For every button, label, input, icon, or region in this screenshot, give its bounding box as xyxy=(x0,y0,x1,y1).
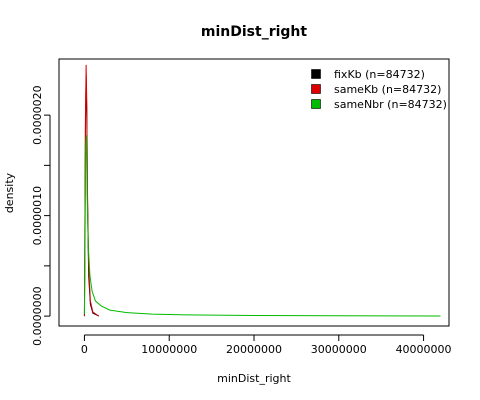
x-tick-label: 30000000 xyxy=(311,343,367,356)
x-axis-label: minDist_right xyxy=(217,372,291,385)
legend-swatch xyxy=(311,99,321,109)
y-tick-label: 0.0000000 xyxy=(31,286,44,346)
x-tick-label: 0 xyxy=(81,343,88,356)
y-axis: 0.0000000 0.0000010 0.0000020 xyxy=(31,85,51,346)
y-tick-label: 0.0000010 xyxy=(31,186,44,246)
x-tick-label: 10000000 xyxy=(141,343,197,356)
series-layer xyxy=(83,64,441,317)
plot-frame xyxy=(58,58,450,327)
legend-label: sameKb (n=84732) xyxy=(334,83,441,96)
y-tick-label: 0.0000020 xyxy=(31,85,44,145)
x-tick-label: 20000000 xyxy=(226,343,282,356)
legend-swatch xyxy=(311,84,321,94)
legend-label: fixKb (n=84732) xyxy=(334,68,425,81)
legend-swatch xyxy=(311,69,321,79)
legend: fixKb (n=84732) sameKb (n=84732) sameNbr (… xyxy=(311,68,447,111)
y-axis-label: density xyxy=(3,172,16,213)
x-tick-label: 40000000 xyxy=(396,343,452,356)
series-line-3 xyxy=(83,135,441,317)
chart-title: minDist_right xyxy=(201,24,307,40)
x-axis: 0 10000000 20000000 30000000 40000000 xyxy=(81,334,452,356)
legend-label: sameNbr (n=84732) xyxy=(334,98,447,111)
